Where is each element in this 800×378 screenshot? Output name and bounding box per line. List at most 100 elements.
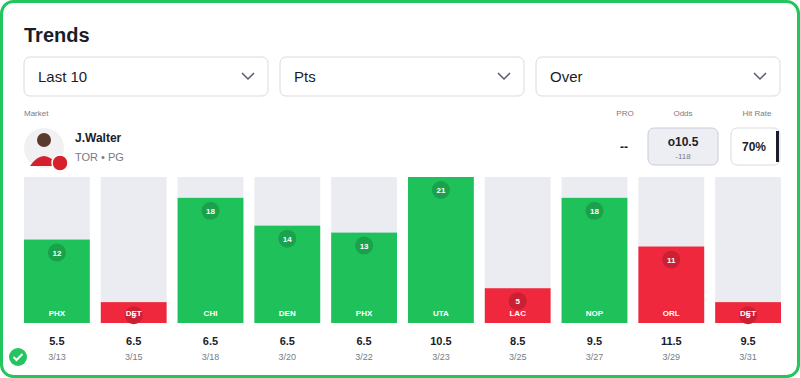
labels: 12318141321518113PHX5.53/13DET6.53/15CHI…	[48, 181, 757, 362]
filter-dropdown[interactable]: Pts	[280, 57, 524, 96]
market-label: Market	[24, 109, 49, 118]
category-label: PHX	[356, 309, 373, 318]
odds-line[interactable]: o10.5	[668, 135, 699, 149]
line-label: 6.5	[356, 335, 371, 347]
category-label: DET	[126, 309, 142, 318]
bar[interactable]	[331, 233, 397, 323]
chevron[interactable]	[242, 73, 254, 79]
date-label: 3/27	[586, 352, 604, 362]
category-label: DEN	[279, 309, 296, 318]
data-label-bg	[739, 306, 757, 324]
filter-dropdown[interactable]: Last 10	[24, 57, 268, 96]
date-label: 3/31	[739, 352, 757, 362]
range-background	[562, 177, 628, 323]
data-label: 13	[360, 242, 369, 251]
hit-rate-value: 70%	[742, 140, 766, 154]
chevron[interactable]	[498, 73, 510, 79]
data-label: 5	[515, 297, 520, 306]
bar[interactable]	[254, 226, 320, 323]
line-label: 6.5	[280, 335, 295, 347]
data-label: 14	[283, 235, 292, 244]
dropdown-label[interactable]: Last 10	[38, 68, 87, 85]
title: Trends	[24, 24, 90, 46]
avatar	[24, 128, 68, 171]
date-label: 3/20	[279, 352, 297, 362]
player-name: J.Walter	[75, 131, 122, 145]
category-label: ORL	[663, 309, 680, 318]
chevron[interactable]	[754, 73, 766, 79]
bar[interactable]	[178, 198, 244, 323]
range-background	[178, 177, 244, 323]
bar[interactable]	[408, 177, 474, 323]
range-background	[638, 177, 704, 323]
player-team: TOR • PG	[75, 151, 124, 163]
data-label-bg	[509, 292, 527, 310]
line-label: 5.5	[49, 335, 64, 347]
odds-price[interactable]: -118	[675, 152, 691, 161]
data-label-bg	[278, 230, 296, 248]
hit-rate-box	[731, 128, 780, 165]
category-label: CHI	[204, 309, 218, 318]
range-background	[715, 177, 781, 323]
dropdown-box[interactable]	[280, 57, 524, 96]
bar[interactable]	[485, 288, 551, 323]
range-background	[408, 177, 474, 323]
hit-rate-heading: Hit Rate	[743, 109, 772, 118]
card-frame	[2, 2, 799, 377]
date-label: 3/15	[125, 352, 143, 362]
dropdown-label[interactable]: Over	[550, 68, 583, 85]
range-background	[24, 177, 90, 323]
data-label-bg	[202, 202, 220, 220]
dropdown-box[interactable]	[536, 57, 780, 96]
range-background	[331, 177, 397, 323]
category-label: PHX	[49, 309, 66, 318]
filter-dropdown[interactable]: Over	[536, 57, 780, 96]
bar[interactable]	[562, 198, 628, 323]
data-label-bg	[125, 306, 143, 324]
dropdown-label[interactable]: Pts	[294, 68, 316, 85]
data-label: 18	[590, 207, 599, 216]
date-label: 3/23	[432, 352, 450, 362]
date-label: 3/25	[509, 352, 527, 362]
bar[interactable]	[638, 247, 704, 323]
bars	[24, 177, 781, 323]
data-label: 18	[206, 207, 215, 216]
category-label: DET	[740, 309, 756, 318]
range-background	[254, 177, 320, 323]
date-label: 3/13	[48, 352, 66, 362]
bar[interactable]	[101, 302, 167, 323]
date-label: 3/29	[663, 352, 681, 362]
line-label: 6.5	[203, 335, 218, 347]
category-label: LAC	[509, 309, 526, 318]
card: Trends Last 10 Pts Over Market PRO Odds Hit Rat…	[0, 0, 800, 378]
date-label: 3/22	[355, 352, 373, 362]
data-label: 21	[436, 186, 445, 195]
pro-heading: PRO	[616, 109, 633, 118]
line-label: 10.5	[430, 335, 451, 347]
range-background	[101, 177, 167, 323]
data-label: 11	[667, 256, 676, 265]
data-label-bg	[585, 202, 603, 220]
avatar-head	[37, 133, 51, 147]
odds-heading: Odds	[673, 109, 692, 118]
line-label: 8.5	[510, 335, 525, 347]
dropdown-box[interactable]	[24, 57, 268, 96]
date-label: 3/18	[202, 352, 220, 362]
odds-box[interactable]	[648, 128, 718, 165]
check-badge	[9, 348, 27, 366]
line-label: 11.5	[661, 335, 682, 347]
team-badge	[52, 155, 68, 171]
data-label-bg	[662, 251, 680, 269]
range-background	[485, 177, 551, 323]
data-label: 12	[52, 249, 61, 258]
line-label: 6.5	[126, 335, 141, 347]
range-backgrounds	[24, 177, 781, 323]
line-label: 9.5	[740, 335, 755, 347]
category-label: NOP	[586, 309, 604, 318]
pro-value: --	[620, 140, 628, 154]
bar[interactable]	[715, 302, 781, 323]
data-label-bg	[355, 237, 373, 255]
bar[interactable]	[24, 240, 90, 323]
data-label-bg	[48, 244, 66, 262]
hit-rate-indicator	[776, 131, 779, 162]
